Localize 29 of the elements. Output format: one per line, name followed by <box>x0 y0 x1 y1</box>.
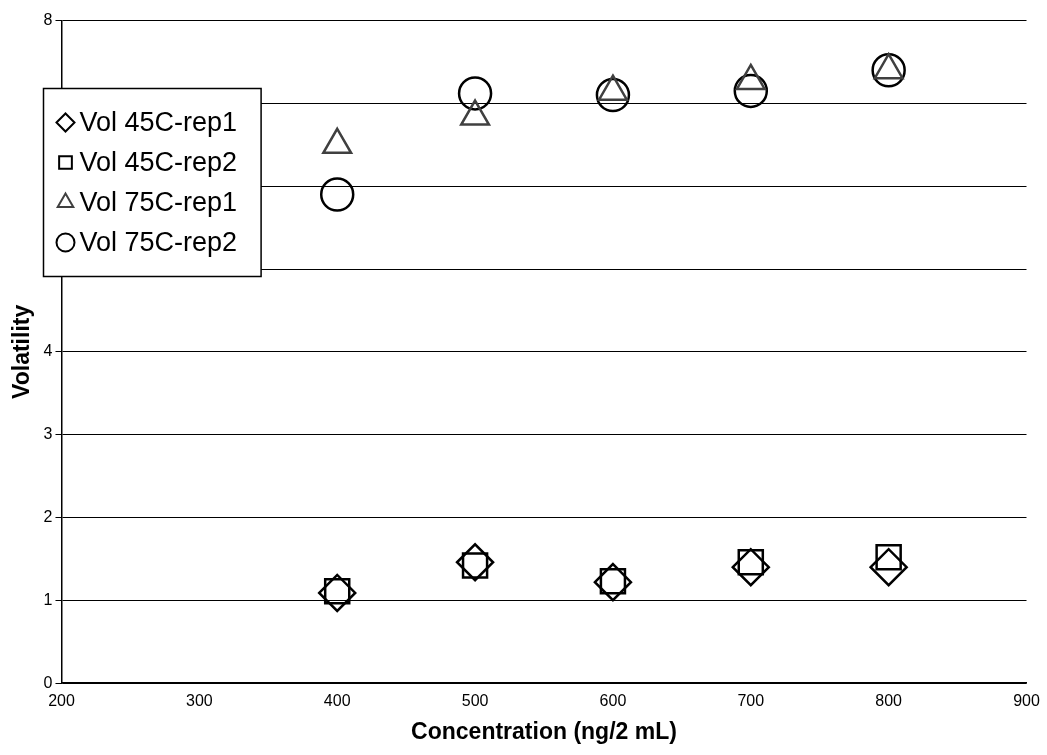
x-tick-label: 300 <box>186 692 213 710</box>
x-tick-label: 500 <box>461 692 489 710</box>
y-tick-label: 2 <box>43 507 53 525</box>
x-tick-label: 700 <box>737 692 765 710</box>
y-tick-label: 0 <box>43 673 53 691</box>
point <box>873 52 904 80</box>
legend-label: Vol 75C-rep2 <box>79 226 238 257</box>
x-tick-label: 900 <box>1013 692 1040 710</box>
point <box>322 127 353 155</box>
legend-label: Vol 45C-rep1 <box>79 106 238 137</box>
point <box>455 543 495 582</box>
legend-label: Vol 45C-rep2 <box>79 146 238 177</box>
point <box>317 573 357 613</box>
y-tick-label: 3 <box>43 425 53 443</box>
x-tick-label: 800 <box>875 692 903 710</box>
point <box>731 547 771 587</box>
y-tick-label: 1 <box>43 590 53 608</box>
y-tick-label: 8 <box>43 10 53 28</box>
x-tick-label: 200 <box>48 692 75 710</box>
y-axis-title: Volatility <box>8 304 35 399</box>
point <box>593 562 633 602</box>
point <box>869 547 908 587</box>
legend-label: Vol 75C-rep1 <box>79 186 238 217</box>
y-tick-label: 4 <box>43 342 53 360</box>
point <box>597 74 629 101</box>
x-axis-title: Concentration (ng/2 mL) <box>411 717 677 744</box>
x-tick-label: 400 <box>323 692 351 710</box>
x-tick-label: 600 <box>599 692 627 710</box>
point <box>459 99 491 126</box>
